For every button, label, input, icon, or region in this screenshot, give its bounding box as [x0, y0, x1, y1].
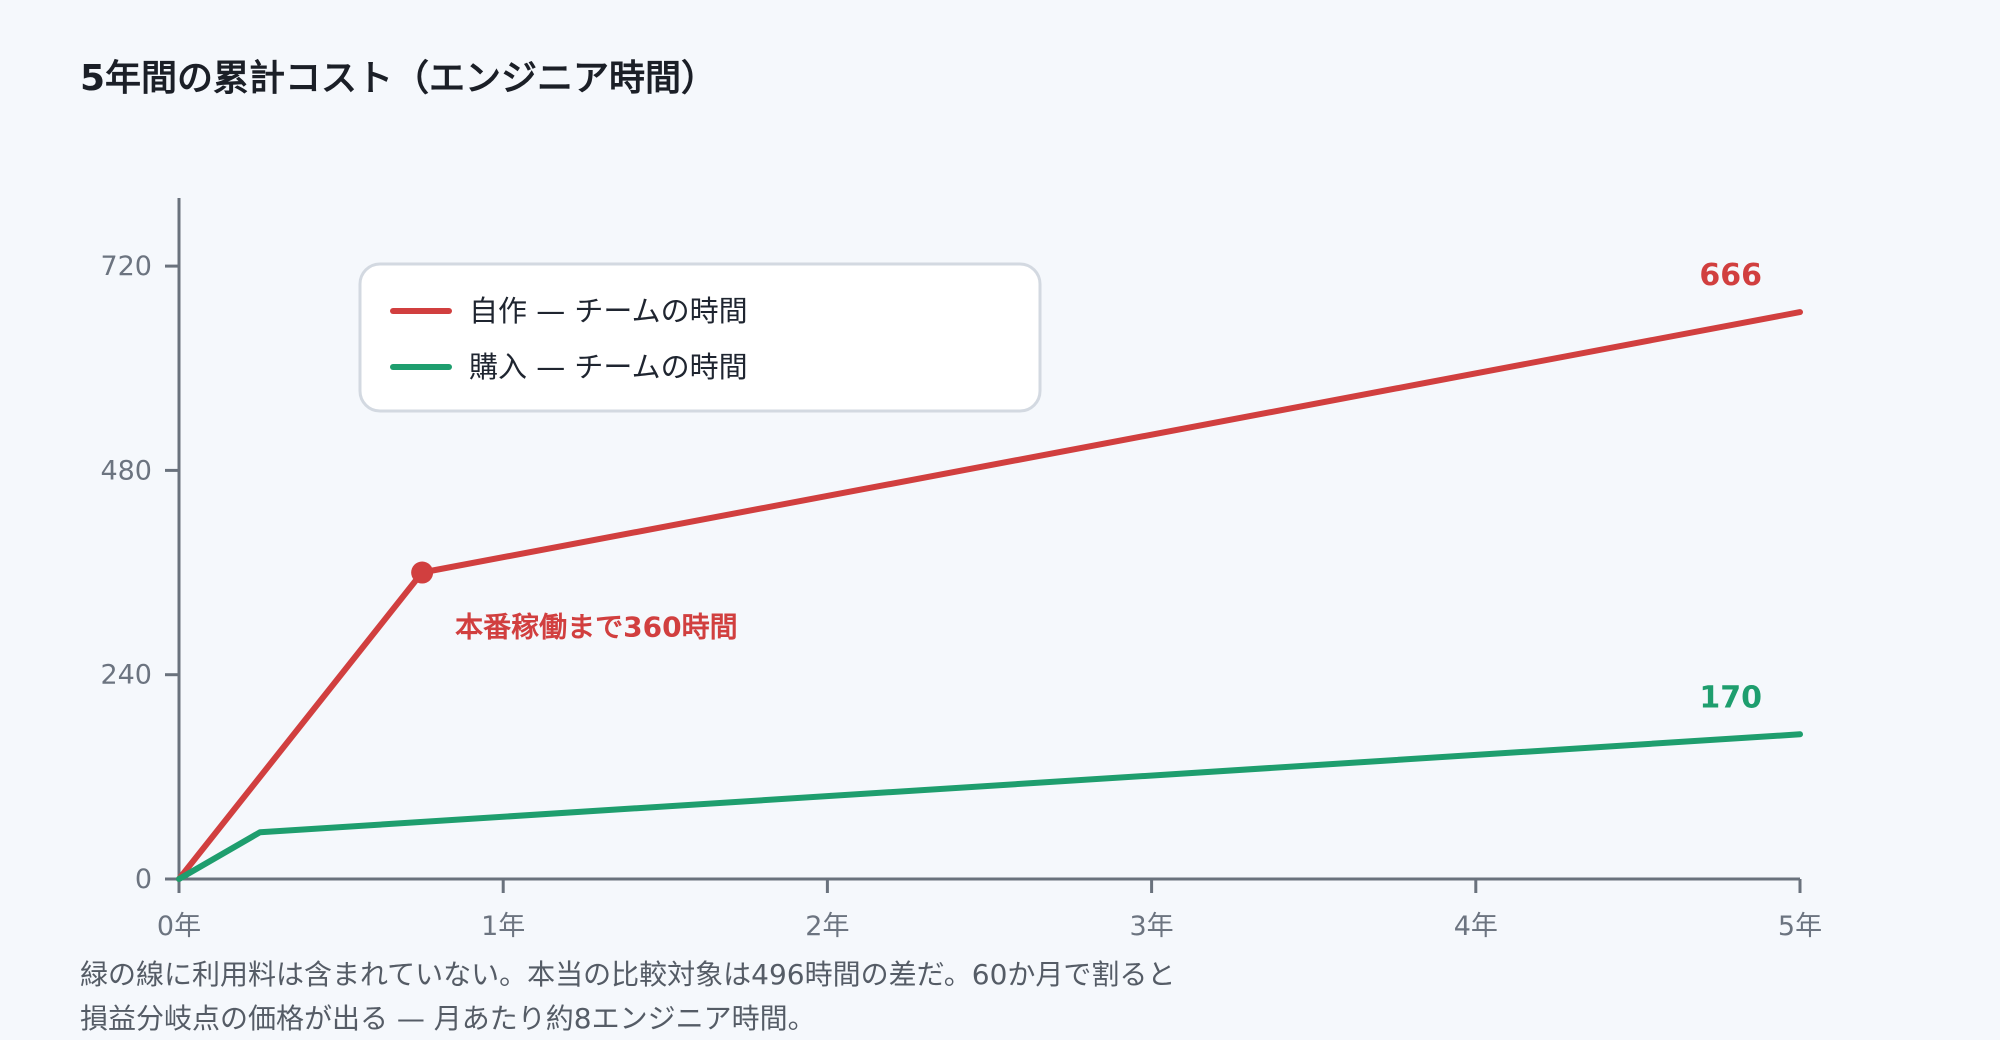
series-line-buy [176, 731, 1803, 882]
end-value-label-build: 666 [1699, 258, 1762, 293]
y-ticks: 0 240 480 720 [100, 251, 179, 895]
axes [177, 198, 1800, 881]
x-tick-label: 4年 [1454, 911, 1498, 942]
x-tick-label: 3年 [1130, 911, 1174, 942]
y-tick-label: 240 [100, 660, 152, 691]
x-tick-label: 0年 [157, 911, 201, 942]
x-tick-label: 5年 [1778, 911, 1822, 942]
y-tick-label: 0 [135, 864, 152, 895]
x-tick-label: 1年 [481, 911, 525, 942]
x-tick-label: 2年 [805, 911, 849, 942]
milestone-marker [411, 561, 434, 584]
footnote-line-1: 緑の線に利用料は含まれていない。本当の比較対象は496時間の差だ。60か月で割る… [80, 958, 1175, 991]
annotations: 本番稼働まで360時間 [411, 561, 738, 644]
footnote-line-2: 損益分岐点の価格が出る — 月あたり約8エンジニア時間。 [80, 1002, 816, 1035]
end-value-label-buy: 170 [1699, 680, 1762, 715]
annotation-label: 本番稼働まで360時間 [455, 611, 737, 644]
x-ticks: 0年 1年 2年 3年 4年 5年 [157, 879, 1822, 942]
y-tick-label: 720 [100, 251, 152, 282]
legend-label-build: 自作 — チームの時間 [469, 294, 748, 328]
legend-box [358, 262, 1042, 413]
chart-title: 5年間の累計コスト（エンジニア時間） [80, 58, 717, 99]
legend-label-buy: 購入 — チームの時間 [469, 350, 748, 384]
y-tick-label: 480 [100, 455, 152, 486]
legend: 自作 — チームの時間 購入 — チームの時間 [358, 262, 1042, 413]
